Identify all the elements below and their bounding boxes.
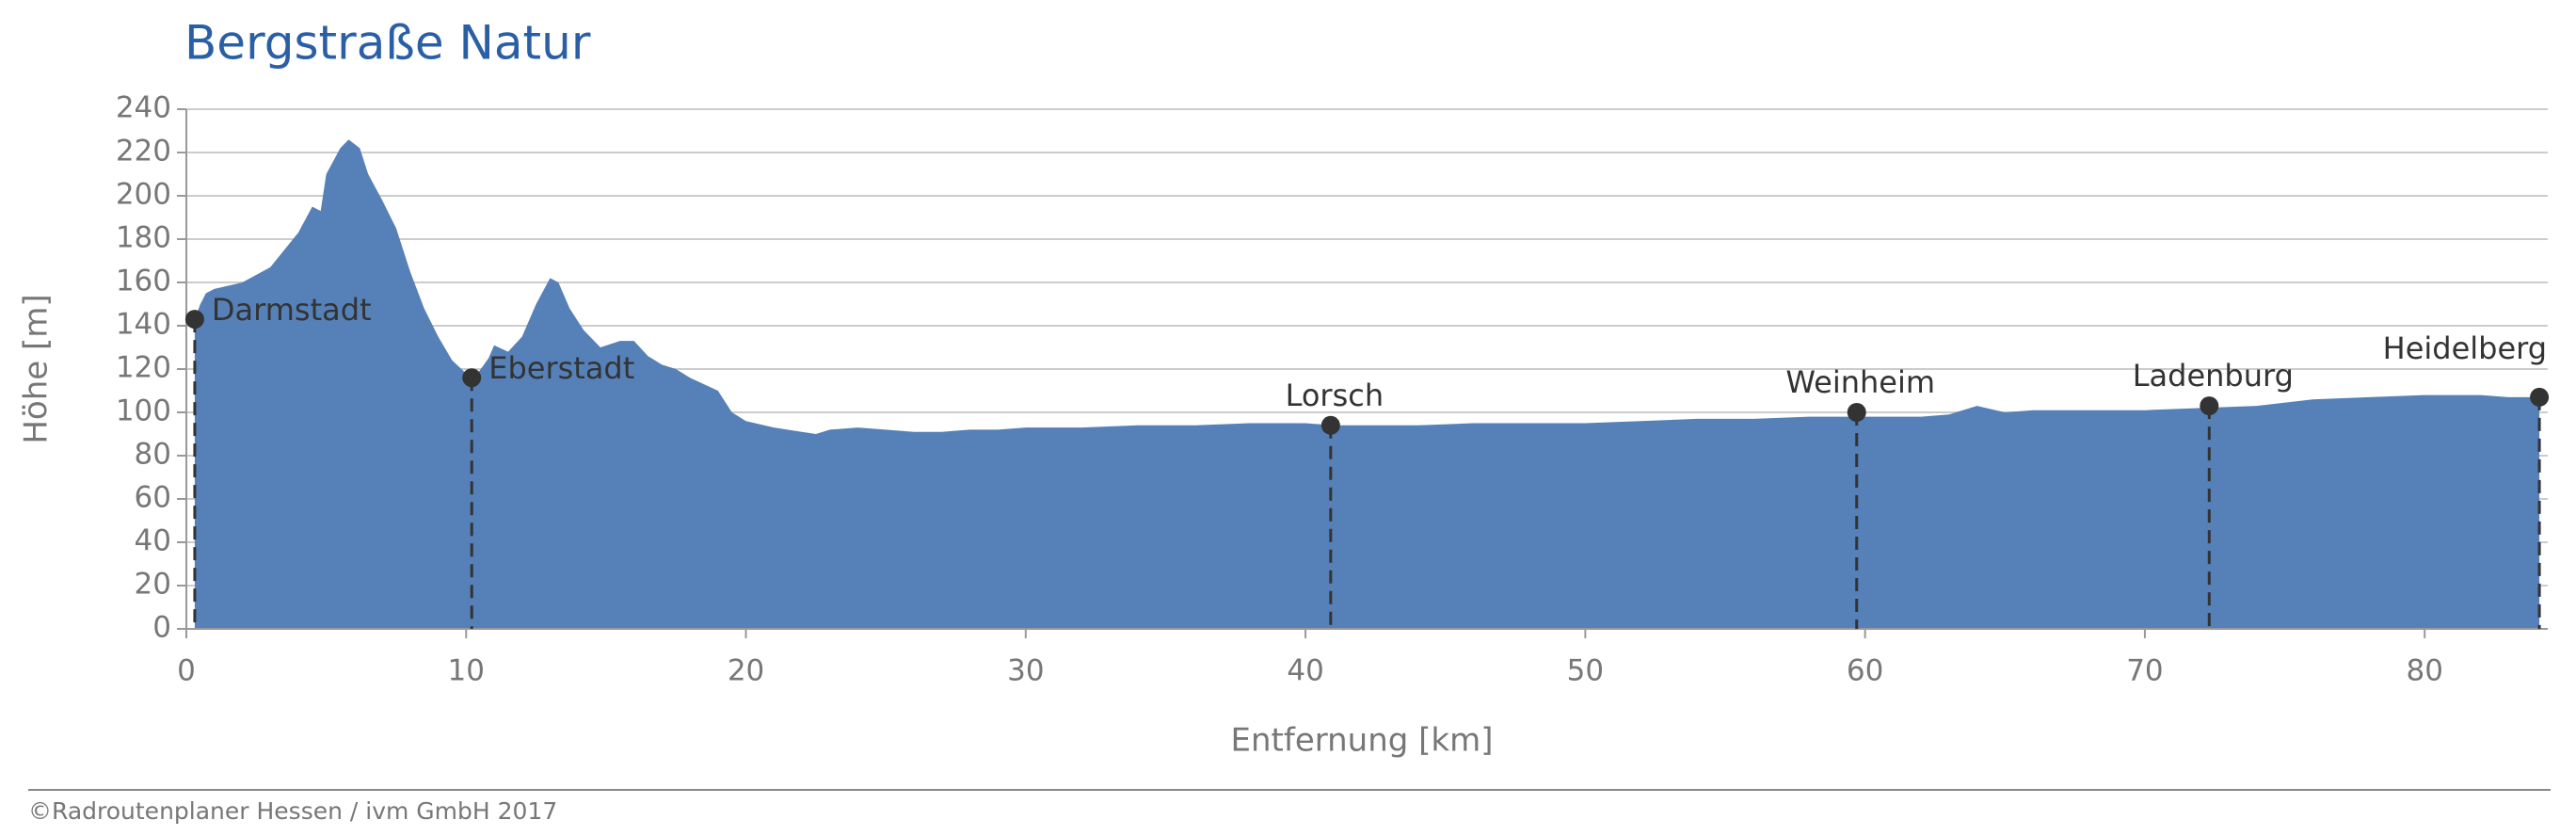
waypoint-label: Eberstadt xyxy=(488,350,634,386)
waypoint-label: Darmstadt xyxy=(212,292,372,328)
x-tick-label: 20 xyxy=(728,654,764,688)
waypoint-marker xyxy=(2530,387,2550,407)
waypoint-label: Weinheim xyxy=(1785,364,1935,400)
x-axis-label: Entfernung [km] xyxy=(1230,722,1493,760)
chart-title: Bergstraße Natur xyxy=(184,16,591,71)
y-tick-label: 180 xyxy=(116,221,171,255)
y-tick-label: 80 xyxy=(135,438,171,472)
waypoint-marker xyxy=(1847,403,1866,422)
elevation-area xyxy=(194,139,2540,629)
waypoint-label: Lorsch xyxy=(1286,378,1384,413)
y-tick-label: 20 xyxy=(135,568,171,602)
waypoint-marker xyxy=(184,310,204,330)
x-tick-label: 60 xyxy=(1847,654,1883,688)
x-tick-label: 70 xyxy=(2126,654,2163,688)
waypoint-marker xyxy=(1320,415,1340,435)
x-tick-label: 40 xyxy=(1287,654,1323,688)
x-tick-label: 0 xyxy=(177,654,196,688)
y-tick-label: 240 xyxy=(116,91,171,125)
x-tick-label: 10 xyxy=(448,654,485,688)
y-tick-label: 220 xyxy=(116,135,171,169)
y-tick-label: 160 xyxy=(116,265,171,298)
y-tick-label: 100 xyxy=(116,394,171,428)
y-tick-label: 200 xyxy=(116,178,171,212)
y-tick-label: 120 xyxy=(116,351,171,385)
y-tick-label: 60 xyxy=(135,481,171,515)
y-tick-label: 0 xyxy=(152,611,171,645)
waypoint-label: Ladenburg xyxy=(2133,358,2294,394)
waypoint-marker xyxy=(462,368,482,388)
y-tick-label: 140 xyxy=(116,308,171,342)
waypoint-marker xyxy=(2200,396,2219,416)
x-tick-label: 30 xyxy=(1007,654,1044,688)
waypoint-label: Heidelberg xyxy=(2383,330,2547,366)
x-tick-label: 80 xyxy=(2406,654,2442,688)
footer: ©Radroutenplaner Hessen / ivm GmbH 2017 xyxy=(28,797,557,825)
x-tick-label: 50 xyxy=(1567,654,1604,688)
y-tick-label: 40 xyxy=(135,524,171,558)
y-axis-label: Höhe [m] xyxy=(18,294,56,443)
